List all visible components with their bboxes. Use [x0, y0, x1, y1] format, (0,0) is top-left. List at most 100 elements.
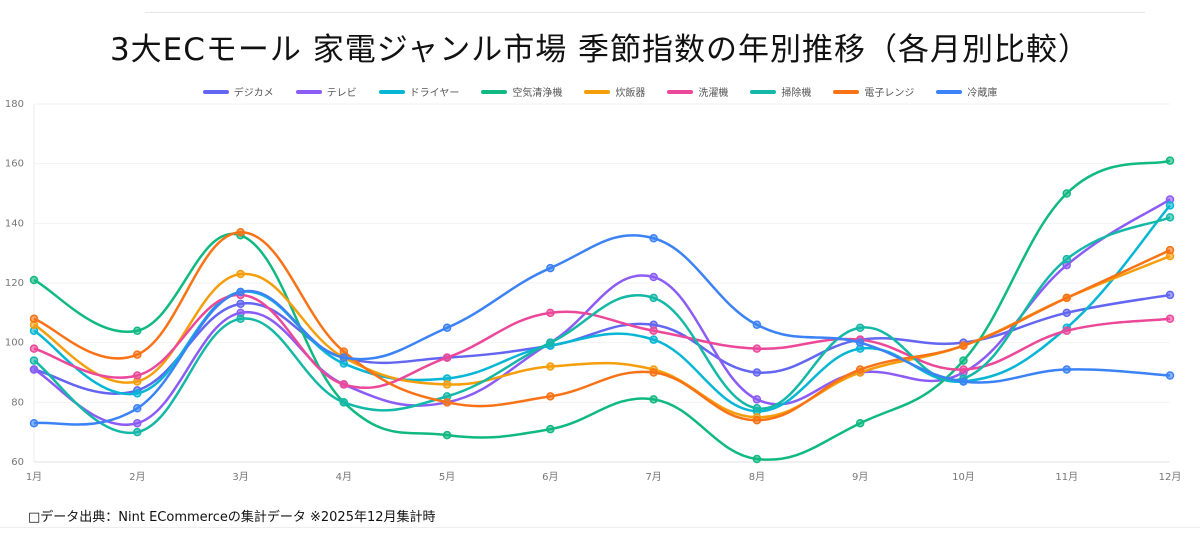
- data-point: [1062, 293, 1071, 303]
- legend-label: 炊飯器: [615, 88, 646, 99]
- data-point: [29, 344, 39, 353]
- data-point: [1165, 156, 1175, 165]
- data-point: [236, 228, 245, 237]
- y-tick-label: 160: [5, 159, 24, 170]
- data-point: [649, 395, 658, 404]
- data-point: [752, 454, 762, 464]
- x-tick-label: 4月: [336, 471, 352, 483]
- data-point: [1062, 365, 1071, 374]
- series-line: [33, 159, 1171, 461]
- data-point: [442, 380, 452, 389]
- data-point: [752, 395, 762, 404]
- data-point: [1165, 371, 1175, 380]
- series-line: [33, 254, 1171, 419]
- top-divider: [145, 12, 1145, 13]
- x-tick-label: 6月: [542, 471, 558, 483]
- data-point: [442, 398, 452, 407]
- data-point: [546, 362, 555, 371]
- data-point: [1165, 245, 1175, 255]
- x-tick-label: 7月: [645, 471, 661, 483]
- legend-item[interactable]: テレビ: [295, 84, 357, 99]
- data-point: [546, 424, 555, 434]
- data-point: [133, 404, 142, 413]
- data-point: [855, 365, 865, 374]
- legend-item[interactable]: 冷蔵庫: [936, 84, 997, 99]
- y-tick-label: 60: [11, 457, 24, 468]
- data-point: [649, 234, 658, 243]
- legend-item[interactable]: 炊飯器: [584, 84, 645, 99]
- x-tick-label: 5月: [439, 471, 455, 483]
- data-point: [649, 326, 658, 335]
- series-line: [33, 293, 1171, 395]
- legend-swatch: [584, 89, 611, 94]
- data-point: [236, 269, 245, 279]
- y-tick-label: 120: [5, 278, 24, 289]
- data-point: [133, 371, 142, 380]
- data-point: [855, 338, 865, 347]
- legend-swatch: [481, 89, 508, 94]
- data-point: [29, 365, 39, 374]
- data-point: [236, 314, 245, 324]
- data-point: [649, 272, 658, 282]
- data-point: [1062, 254, 1071, 264]
- data-point: [29, 275, 39, 285]
- data-point: [133, 350, 142, 359]
- series-line: [33, 216, 1171, 435]
- legend-item[interactable]: 洗濯機: [667, 84, 728, 99]
- data-point: [29, 356, 39, 365]
- data-point: [649, 368, 658, 377]
- data-point: [133, 326, 142, 335]
- legend-label: 洗濯機: [698, 88, 729, 99]
- data-point: [959, 365, 968, 374]
- x-tick-label: 11月: [1055, 471, 1078, 483]
- data-point: [959, 341, 968, 350]
- legend-swatch: [202, 89, 229, 94]
- x-tick-label: 12月: [1159, 471, 1182, 483]
- data-point: [236, 287, 245, 297]
- data-point: [855, 418, 865, 428]
- data-point: [133, 427, 142, 437]
- data-point: [1062, 308, 1071, 318]
- bottom-divider: [0, 527, 1200, 528]
- series-line: [33, 198, 1171, 426]
- legend-swatch: [295, 89, 322, 94]
- legend-item[interactable]: 掃除機: [750, 84, 811, 99]
- legend-label: 空気清浄機: [512, 88, 563, 99]
- data-point: [546, 392, 555, 401]
- legend-swatch: [833, 89, 860, 94]
- data-point: [236, 299, 245, 309]
- data-point: [1062, 326, 1071, 335]
- chart-title: 3大ECモール 家電ジャンル市場 季節指数の年別推移（各月別比較）: [109, 32, 1091, 68]
- series-line: [33, 293, 1171, 390]
- data-point: [1165, 314, 1175, 324]
- data-point: [649, 293, 658, 303]
- legend-item[interactable]: 空気清浄機: [481, 84, 562, 99]
- data-point: [29, 418, 39, 428]
- legend-label: 電子レンジ: [864, 88, 915, 99]
- data-point: [752, 404, 762, 413]
- legend-item[interactable]: ドライヤー: [378, 84, 459, 99]
- legend-label: 掃除機: [781, 88, 812, 99]
- x-tick-label: 9月: [852, 471, 868, 483]
- data-point: [442, 353, 452, 362]
- legend-swatch: [378, 89, 405, 94]
- data-point: [442, 430, 452, 440]
- x-tick-label: 8月: [749, 471, 765, 483]
- y-tick-label: 180: [5, 99, 24, 110]
- data-point: [752, 368, 762, 377]
- x-tick-label: 1月: [26, 471, 42, 483]
- y-tick-label: 140: [5, 218, 24, 229]
- x-tick-label: 3月: [232, 471, 248, 483]
- data-point: [546, 308, 555, 318]
- data-point: [959, 377, 968, 386]
- data-point: [1165, 201, 1175, 210]
- data-point: [133, 389, 142, 398]
- y-tick-label: 80: [11, 397, 24, 408]
- data-point: [752, 344, 762, 353]
- legend-item[interactable]: 電子レンジ: [833, 84, 914, 99]
- data-point: [133, 418, 142, 428]
- data-point: [339, 353, 349, 362]
- legend-swatch: [750, 89, 777, 94]
- legend-item[interactable]: デジカメ: [202, 84, 274, 99]
